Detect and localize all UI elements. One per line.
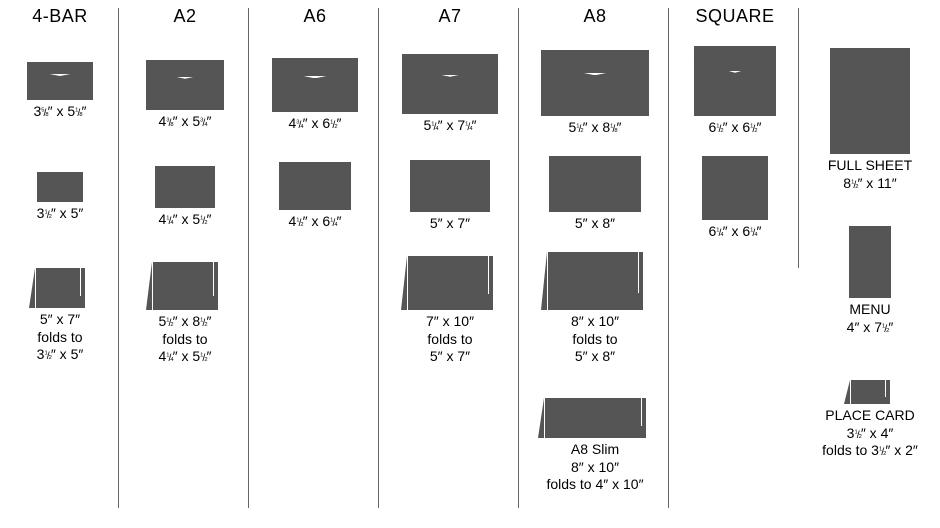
size-caption: 31/2″ x 5″ <box>0 205 120 223</box>
size-item: 51/2″ x 81/8″ <box>520 48 670 137</box>
port-shape <box>849 226 891 298</box>
size-caption: 35/8″ x 51/8″ <box>0 103 120 121</box>
tent-shape <box>35 268 85 308</box>
size-caption: 8″ x 10″folds to5″ x 8″ <box>520 313 670 366</box>
flat-shape <box>279 162 351 210</box>
size-caption: 43/4″ x 61/2″ <box>250 115 380 133</box>
column-c4: A8 51/2″ x 81/8″ 5″ x 8″ 8″ x 10″folds to5″… <box>520 0 670 520</box>
size-item: FULL SHEET81/2″ x 11″ <box>800 48 940 192</box>
env-shape <box>272 56 358 112</box>
size-caption: 51/4″ x 71/4″ <box>380 117 520 135</box>
size-item: A8 Slim8″ x 10″folds to 4″ x 10″ <box>520 398 670 494</box>
column-title: A8 <box>520 6 670 27</box>
size-item: 5″ x 7″folds to31/2″ x 5″ <box>0 268 120 364</box>
env-shape <box>146 58 224 110</box>
size-item: 5″ x 7″ <box>380 160 520 233</box>
tent-shape <box>850 380 890 404</box>
port-shape <box>830 48 910 154</box>
size-item: 31/2″ x 5″ <box>0 172 120 223</box>
size-item: 35/8″ x 51/8″ <box>0 60 120 121</box>
flat-shape <box>702 156 768 220</box>
env-shape <box>541 48 649 116</box>
size-caption: 51/2″ x 81/2″folds to41/4″ x 51/2″ <box>120 313 250 366</box>
size-caption: PLACE CARD31/2″ x 4″folds to 31/2″ x 2″ <box>800 407 940 460</box>
env-shape <box>694 44 776 116</box>
size-caption: FULL SHEET81/2″ x 11″ <box>800 157 940 192</box>
size-item: 51/2″ x 81/2″folds to41/4″ x 51/2″ <box>120 262 250 366</box>
size-item: 51/4″ x 71/4″ <box>380 52 520 135</box>
size-item: 43/4″ x 61/2″ <box>250 56 380 133</box>
size-caption: 43/8″ x 53/4″ <box>120 113 250 131</box>
env-shape <box>402 52 498 114</box>
column-c2: A6 43/4″ x 61/2″ 41/2″ x 61/4″ <box>250 0 380 520</box>
column-title: A2 <box>120 6 250 27</box>
tent-shape <box>407 256 493 310</box>
flat-shape <box>155 166 215 208</box>
tent-shape <box>547 252 643 310</box>
column-c6: FULL SHEET81/2″ x 11″ MENU4″ x 71/2″ PLACE… <box>800 0 940 520</box>
size-item: MENU4″ x 71/2″ <box>800 226 940 336</box>
size-caption: 61/4″ x 61/4″ <box>670 223 800 241</box>
size-item: 61/2″ x 61/2″ <box>670 44 800 137</box>
size-caption: 5″ x 8″ <box>520 215 670 233</box>
tent-shape <box>152 262 218 310</box>
size-chart: 4-BAR 35/8″ x 51/8″ 31/2″ x 5″ 5″ x 7″folds… <box>0 0 940 528</box>
size-item: 43/8″ x 53/4″ <box>120 58 250 131</box>
column-title: A7 <box>380 6 520 27</box>
size-caption: A8 Slim8″ x 10″folds to 4″ x 10″ <box>520 441 670 494</box>
size-caption: 7″ x 10″folds to5″ x 7″ <box>380 313 520 366</box>
column-title: A6 <box>250 6 380 27</box>
size-item: 8″ x 10″folds to5″ x 8″ <box>520 252 670 366</box>
flat-shape <box>410 160 490 212</box>
size-caption: 61/2″ x 61/2″ <box>670 119 800 137</box>
size-item: 7″ x 10″folds to5″ x 7″ <box>380 256 520 366</box>
flat-shape <box>37 172 83 202</box>
size-item: 61/4″ x 61/4″ <box>670 156 800 241</box>
size-caption: 5″ x 7″ <box>380 215 520 233</box>
size-caption: 51/2″ x 81/8″ <box>520 119 670 137</box>
tent-shape <box>544 398 646 438</box>
column-c0: 4-BAR 35/8″ x 51/8″ 31/2″ x 5″ 5″ x 7″folds… <box>0 0 120 520</box>
size-caption: MENU4″ x 71/2″ <box>800 301 940 336</box>
size-caption: 41/4″ x 51/2″ <box>120 211 250 229</box>
column-c1: A2 43/8″ x 53/4″ 41/4″ x 51/2″ 51/2″ x 81/2… <box>120 0 250 520</box>
flat-shape <box>549 156 641 212</box>
size-caption: 41/2″ x 61/4″ <box>250 213 380 231</box>
size-caption: 5″ x 7″folds to31/2″ x 5″ <box>0 311 120 364</box>
size-item: 41/4″ x 51/2″ <box>120 166 250 229</box>
size-item: 5″ x 8″ <box>520 156 670 233</box>
column-title: SQUARE <box>670 6 800 27</box>
size-item: 41/2″ x 61/4″ <box>250 162 380 231</box>
size-item: PLACE CARD31/2″ x 4″folds to 31/2″ x 2″ <box>800 380 940 460</box>
column-c3: A7 51/4″ x 71/4″ 5″ x 7″ 7″ x 10″folds to5″… <box>380 0 520 520</box>
column-title: 4-BAR <box>0 6 120 27</box>
column-c5: SQUARE 61/2″ x 61/2″ 61/4″ x 61/4″ <box>670 0 800 520</box>
env-shape <box>27 60 93 100</box>
